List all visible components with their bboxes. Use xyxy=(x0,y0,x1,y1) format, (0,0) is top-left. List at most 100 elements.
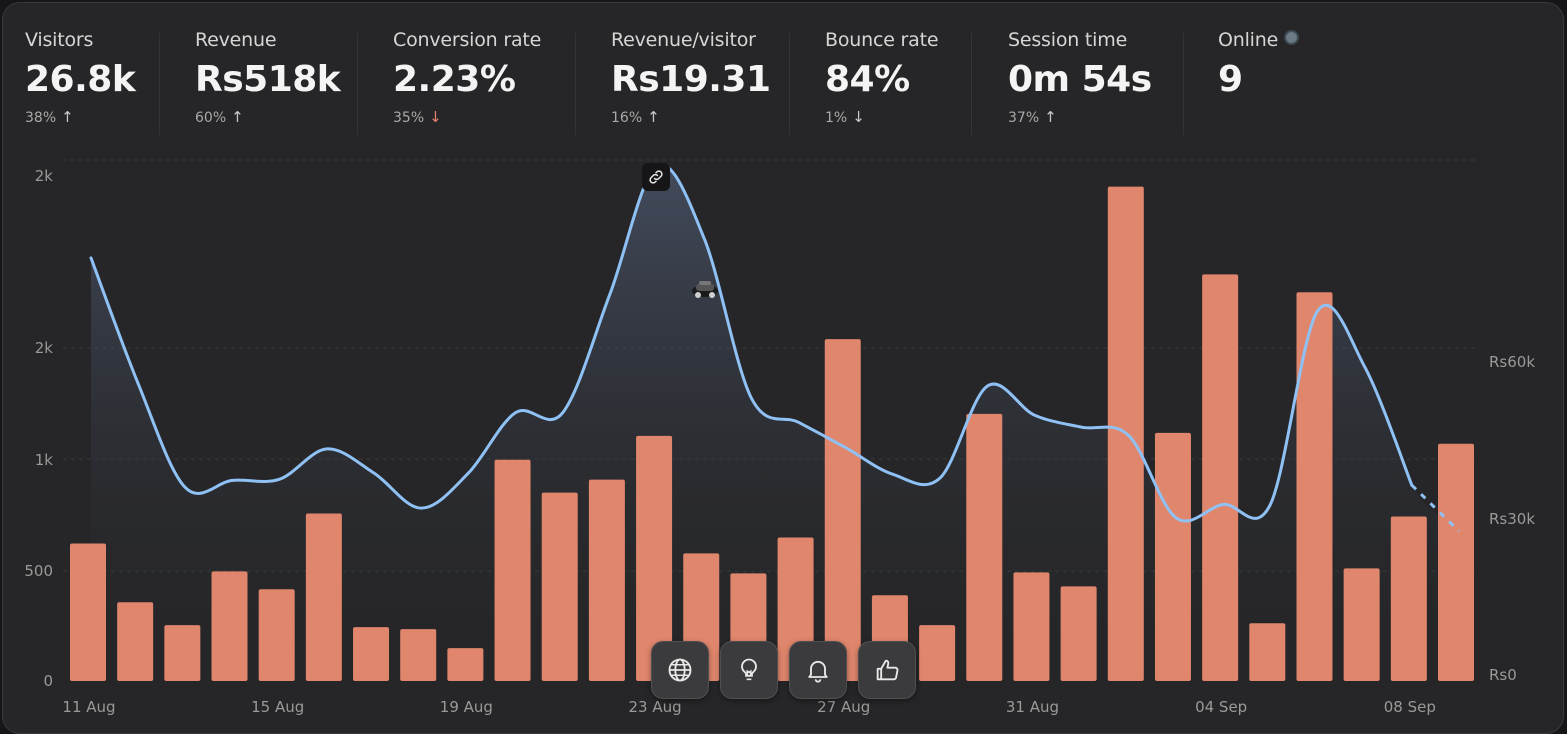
visitors-area xyxy=(91,164,1459,681)
arrow-up-icon: ↑ xyxy=(1044,108,1057,126)
stat-delta: 37% ↑ xyxy=(1008,108,1152,126)
revenue-bar xyxy=(1202,274,1239,681)
stat-online[interactable]: Online 9 xyxy=(1218,29,1300,139)
left-axis-tick: 0 xyxy=(43,672,53,690)
arrow-down-icon: ↓ xyxy=(429,108,442,126)
stat-delta: 60% ↑ xyxy=(195,108,340,126)
delta-value: 35% xyxy=(393,110,425,126)
stat-delta: 1% ↓ xyxy=(825,108,938,126)
x-axis-tick: 23 Aug xyxy=(628,698,681,716)
stat-label: Conversion rate xyxy=(393,29,542,51)
left-axis-tick: 2k xyxy=(35,167,54,185)
arrow-up-icon: ↑ xyxy=(231,108,244,126)
revenue-bar xyxy=(164,625,201,681)
revenue-bar xyxy=(919,625,956,681)
revenue-bar xyxy=(824,339,861,681)
visitors-line xyxy=(89,163,1414,523)
revenue-bar xyxy=(636,435,673,681)
thumbs-up-icon xyxy=(876,659,899,681)
link-icon xyxy=(649,170,663,184)
stat-value: 2.23% xyxy=(393,59,516,100)
x-axis-tick: 08 Sep xyxy=(1384,698,1436,716)
revenue-bar xyxy=(447,648,484,681)
lightbulb-button[interactable] xyxy=(720,641,778,699)
stat-label: Visitors xyxy=(25,29,94,51)
revenue-bar xyxy=(117,602,154,681)
divider xyxy=(159,33,160,135)
stat-session-time[interactable]: Session time 0m 54s 37% ↑ xyxy=(1008,29,1152,139)
x-axis-tick: 19 Aug xyxy=(440,698,493,716)
stat-value: Rs19.31 xyxy=(611,59,771,100)
revenue-bar xyxy=(541,492,578,681)
revenue-bar xyxy=(400,629,437,681)
stat-value: 26.8k xyxy=(25,59,136,100)
divider xyxy=(971,33,972,135)
divider xyxy=(1183,33,1184,135)
globe-icon xyxy=(668,658,692,682)
revenue-bar xyxy=(1296,292,1333,681)
revenue-bar xyxy=(1060,586,1097,681)
left-axis-tick: 500 xyxy=(24,562,53,580)
delta-value: 37% xyxy=(1008,110,1040,126)
x-axis-tick: 15 Aug xyxy=(251,698,304,716)
x-axis-tick: 27 Aug xyxy=(817,698,870,716)
revenue-bar xyxy=(211,571,248,681)
stat-value: 9 xyxy=(1218,59,1243,100)
lightbulb-icon xyxy=(741,658,757,681)
divider xyxy=(789,33,790,135)
revenue-bar xyxy=(494,459,531,681)
stats-row: Visitors 26.8k 38% ↑ Revenue Rs518k 60% ↑ … xyxy=(3,3,1563,143)
stat-label: Revenue xyxy=(195,29,277,51)
stat-delta: 38% ↑ xyxy=(25,108,135,126)
right-axis-tick: Rs60k xyxy=(1489,353,1535,371)
divider xyxy=(357,33,358,135)
revenue-bar xyxy=(1154,432,1191,681)
revenue-bar xyxy=(258,589,295,681)
visitors-line-projected xyxy=(1410,484,1461,533)
divider xyxy=(575,33,576,135)
online-status-icon xyxy=(1284,30,1300,45)
x-axis-tick: 11 Aug xyxy=(62,698,115,716)
revenue-bar xyxy=(1249,623,1286,681)
feedback-button[interactable] xyxy=(858,641,916,699)
delta-value: 16% xyxy=(611,110,643,126)
revenue-bar xyxy=(1390,516,1427,681)
stat-value: Rs518k xyxy=(195,59,341,100)
stat-label: Session time xyxy=(1008,29,1128,51)
stat-label: Online xyxy=(1218,29,1300,51)
stat-revenue[interactable]: Revenue Rs518k 60% ↑ xyxy=(195,29,341,139)
stat-delta: 35% ↓ xyxy=(393,108,541,126)
right-axis-tick: Rs0 xyxy=(1489,666,1517,684)
stat-label: Bounce rate xyxy=(825,29,939,51)
link-badge[interactable] xyxy=(642,163,670,191)
left-axis-tick: 2k xyxy=(35,339,54,357)
bell-icon xyxy=(808,660,828,683)
revenue-bar xyxy=(305,513,342,681)
stat-conversion-rate[interactable]: Conversion rate 2.23% 35% ↓ xyxy=(393,29,541,139)
right-axis-tick: Rs30k xyxy=(1489,510,1535,528)
stat-value: 84% xyxy=(825,59,910,100)
notifications-button[interactable] xyxy=(789,641,847,699)
stat-delta: 16% ↑ xyxy=(611,108,771,126)
revenue-bar xyxy=(1343,568,1380,681)
revenue-bar xyxy=(1438,443,1474,681)
vehicle-marker-icon[interactable] xyxy=(689,273,721,305)
stat-bounce-rate[interactable]: Bounce rate 84% 1% ↓ xyxy=(825,29,939,139)
revenue-bar xyxy=(588,479,625,681)
visitors-revenue-chart[interactable]: 2k 2k 1k 500 0 Rs60k Rs30k Rs0 11 Aug 15 Aug 19 Au… xyxy=(3,3,1563,722)
stat-revenue-per-visitor[interactable]: Revenue/visitor Rs19.31 16% ↑ xyxy=(611,29,771,139)
x-axis-tick: 31 Aug xyxy=(1006,698,1059,716)
stat-label: Revenue/visitor xyxy=(611,29,756,51)
delta-value: 60% xyxy=(195,110,227,126)
delta-value: 1% xyxy=(825,110,848,126)
left-axis-tick: 1k xyxy=(35,451,54,469)
x-axis-tick: 04 Sep xyxy=(1195,698,1247,716)
arrow-down-icon: ↓ xyxy=(852,108,865,126)
arrow-up-icon: ↑ xyxy=(61,108,74,126)
stat-value: 0m 54s xyxy=(1008,59,1152,100)
revenue-bar xyxy=(966,413,1003,681)
globe-button[interactable] xyxy=(651,641,709,699)
online-label: Online xyxy=(1218,29,1279,51)
stat-visitors[interactable]: Visitors 26.8k 38% ↑ xyxy=(25,29,136,139)
delta-value: 38% xyxy=(25,110,57,126)
